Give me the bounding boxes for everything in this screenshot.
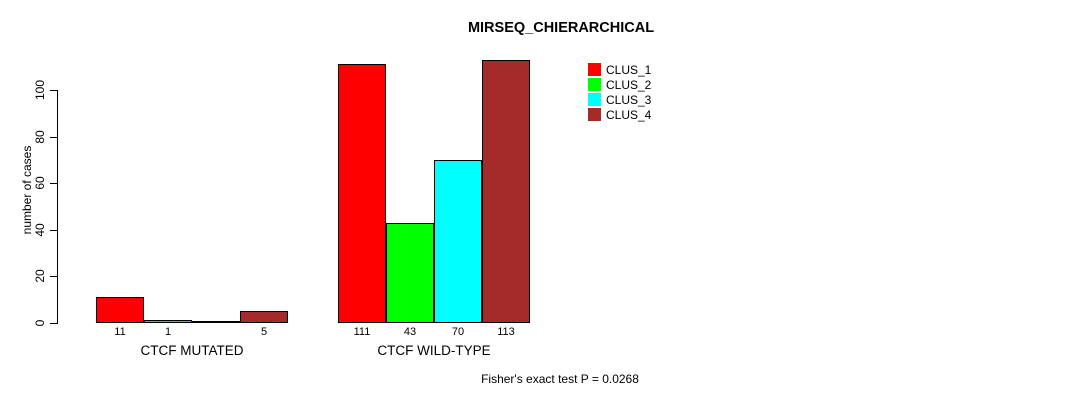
bar-value-label: 70 bbox=[451, 326, 465, 338]
legend-item: CLUS_3 bbox=[588, 92, 651, 107]
legend-item: CLUS_4 bbox=[588, 107, 651, 122]
bar bbox=[240, 311, 288, 323]
bar-value-label: 113 bbox=[497, 326, 515, 338]
legend-swatch bbox=[588, 108, 601, 121]
y-tick-label: 100 bbox=[33, 79, 47, 101]
bar bbox=[192, 321, 240, 323]
bar bbox=[144, 320, 192, 323]
bar bbox=[434, 160, 482, 323]
chart-title: MIRSEQ_CHIERARCHICAL bbox=[467, 20, 655, 36]
y-tick-label: 20 bbox=[33, 269, 47, 283]
legend-label: CLUS_1 bbox=[606, 62, 652, 77]
bar-value-label: 111 bbox=[353, 326, 371, 338]
y-tick bbox=[50, 90, 57, 91]
legend-item: CLUS_1 bbox=[588, 62, 651, 77]
y-axis-line bbox=[57, 90, 58, 324]
y-axis-label: number of cases bbox=[20, 145, 34, 235]
legend-swatch bbox=[588, 93, 601, 106]
y-tick-label: 0 bbox=[33, 319, 47, 327]
bar-value-label: 43 bbox=[403, 326, 417, 338]
group-label: CTCF WILD-TYPE bbox=[377, 343, 491, 358]
y-tick-label: 60 bbox=[33, 176, 47, 190]
legend-item: CLUS_2 bbox=[588, 77, 651, 92]
group-label: CTCF MUTATED bbox=[140, 343, 244, 358]
y-tick bbox=[50, 230, 57, 231]
annotation-text: Fisher's exact test P = 0.0268 bbox=[481, 372, 639, 386]
bar bbox=[338, 64, 386, 323]
legend-label: CLUS_3 bbox=[606, 92, 652, 107]
y-tick bbox=[50, 183, 57, 184]
y-tick bbox=[50, 276, 57, 277]
y-tick-label: 40 bbox=[33, 223, 47, 237]
y-tick-label: 80 bbox=[33, 130, 47, 144]
bar-value-label: 1 bbox=[164, 326, 172, 338]
legend-swatch bbox=[588, 63, 601, 76]
y-tick bbox=[50, 323, 57, 324]
legend-label: CLUS_2 bbox=[606, 77, 652, 92]
bar-value-label: 5 bbox=[260, 326, 268, 338]
legend: CLUS_1 CLUS_2 CLUS_3 CLUS_4 bbox=[588, 62, 651, 122]
bar bbox=[386, 223, 434, 323]
bar bbox=[96, 297, 144, 323]
y-tick bbox=[50, 137, 57, 138]
legend-label: CLUS_4 bbox=[606, 107, 652, 122]
bar bbox=[482, 60, 530, 323]
legend-swatch bbox=[588, 78, 601, 91]
bar-value-label: 11 bbox=[114, 326, 126, 338]
